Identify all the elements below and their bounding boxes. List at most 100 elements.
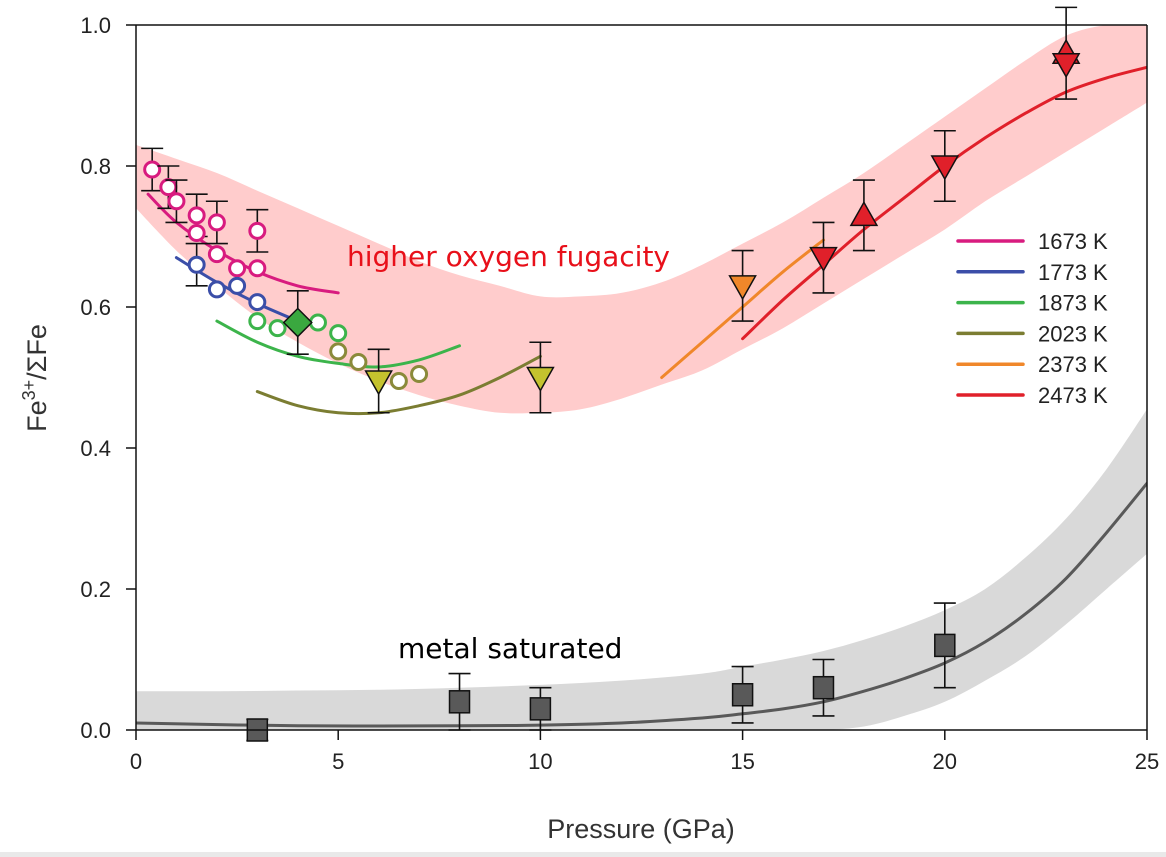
marker-circle <box>187 255 206 274</box>
y-tick-label: 0.8 <box>80 154 111 179</box>
marker-circle <box>329 324 348 343</box>
data-point-circle <box>349 352 368 371</box>
x-tick-label: 25 <box>1135 749 1159 774</box>
legend-label: 1673 K <box>1038 229 1108 254</box>
y-tick-label: 0.4 <box>80 436 111 461</box>
annotation-higher-oxygen-fugacity: higher oxygen fugacity <box>347 240 670 273</box>
data-point-circle <box>205 200 228 245</box>
legend-label: 2023 K <box>1038 321 1108 346</box>
data-point-circle <box>248 259 267 278</box>
axis-ticks: 0 5 10 15 20 25 0.0 0.2 0.4 0.6 0.8 1.0 <box>80 13 1159 774</box>
data-point-circle <box>185 242 208 287</box>
data-point-circle <box>187 223 206 242</box>
marker-square <box>529 697 552 721</box>
data-point-circle <box>410 364 429 383</box>
marker-circle <box>187 223 206 242</box>
x-tick-label: 5 <box>332 749 344 774</box>
data-point-triangle-up <box>849 179 879 252</box>
legend-item: 2023 K <box>956 321 1108 346</box>
marker-circle <box>248 312 267 331</box>
legend-label: 1773 K <box>1038 260 1108 285</box>
marker-triangle-down <box>728 275 757 301</box>
data-point-circle <box>248 312 267 331</box>
marker-triangle-down <box>364 370 393 396</box>
marker-diamond <box>282 307 313 338</box>
data-point-circle <box>207 280 226 299</box>
y-tick-label: 0.0 <box>80 718 111 743</box>
oxidized-band <box>136 25 1147 414</box>
marker-triangle-down <box>526 366 555 393</box>
y-axis-title-base: Fe <box>22 400 52 432</box>
marker-square <box>812 675 835 700</box>
data-point-circle <box>329 342 348 361</box>
data-point-circle <box>228 259 247 278</box>
data-point-triangle-down <box>930 129 960 203</box>
data-point-circle <box>248 293 267 312</box>
marker-circle <box>167 192 186 211</box>
marker-circle <box>248 259 267 278</box>
legend-label: 1873 K <box>1038 291 1108 316</box>
data-point-circle <box>228 276 247 295</box>
marker-circle <box>228 276 247 295</box>
y-tick-label: 1.0 <box>80 13 111 38</box>
marker-circle <box>349 352 368 371</box>
legend-item: 2373 K <box>956 352 1108 377</box>
data-point-triangle-down <box>1051 53 1081 79</box>
marker-square <box>731 683 754 707</box>
data-point-circle <box>329 324 348 343</box>
marker-triangle-down <box>809 246 838 273</box>
marker-triangle-down <box>930 155 960 181</box>
marker-circle <box>159 178 178 197</box>
data-point-square <box>731 665 754 724</box>
data-point-square <box>812 658 835 717</box>
confidence-bands <box>136 25 1147 730</box>
data-point-circle <box>165 179 188 224</box>
x-tick-label: 10 <box>528 749 552 774</box>
marker-circle <box>207 245 226 264</box>
data-point-circle <box>389 372 408 391</box>
legend-item: 1873 K <box>956 291 1108 316</box>
x-tick-label: 15 <box>730 749 754 774</box>
y-axis-title-sup: 3+ <box>19 380 39 401</box>
marker-circle <box>248 293 267 312</box>
data-point-square <box>933 602 956 689</box>
plot-frame <box>135 24 1148 731</box>
metal-saturated-band <box>136 409 1147 730</box>
y-tick-label: 0.2 <box>80 577 111 602</box>
curve-1873-k <box>215 319 461 369</box>
marker-circle <box>329 342 348 361</box>
bottom-strip <box>0 852 1166 857</box>
x-tick-label: 0 <box>130 749 142 774</box>
data-point-circle <box>246 208 269 253</box>
data-point-triangle-down <box>809 221 838 294</box>
curve-2023-k <box>255 354 542 416</box>
marker-circle <box>207 280 226 299</box>
marker-circle <box>207 213 226 232</box>
legend: 1673 K 1773 K 1873 K 2023 K 2373 K 2473 K <box>956 229 1108 408</box>
legend-label: 2473 K <box>1038 383 1108 408</box>
marker-triangle-down <box>1051 53 1081 79</box>
marker-square <box>934 633 956 658</box>
y-tick-label: 0.6 <box>80 295 111 320</box>
data-point-diamond <box>282 289 313 356</box>
legend-item: 1673 K <box>956 229 1108 254</box>
marker-circle <box>410 364 429 383</box>
marker-circle <box>248 221 267 240</box>
marker-circle <box>187 206 206 225</box>
y-axis-title: Fe3+/ΣFe <box>19 324 52 432</box>
x-tick-label: 20 <box>933 749 957 774</box>
marker-circle <box>143 160 162 179</box>
annotation-metal-saturated: metal saturated <box>398 632 622 665</box>
data-point-circle <box>207 245 226 264</box>
legend-item: 1773 K <box>956 260 1108 285</box>
y-axis-title-rest: /ΣFe <box>22 324 52 380</box>
data-point-triangle-down <box>364 348 393 414</box>
x-axis-title: Pressure (GPa) <box>547 814 735 844</box>
data-point-circle <box>141 147 164 192</box>
marker-triangle-up <box>849 200 879 227</box>
data-point-triangle-down <box>728 249 757 322</box>
legend-item: 2473 K <box>956 383 1108 408</box>
data-point-triangle-down <box>526 341 555 414</box>
legend-label: 2373 K <box>1038 352 1108 377</box>
